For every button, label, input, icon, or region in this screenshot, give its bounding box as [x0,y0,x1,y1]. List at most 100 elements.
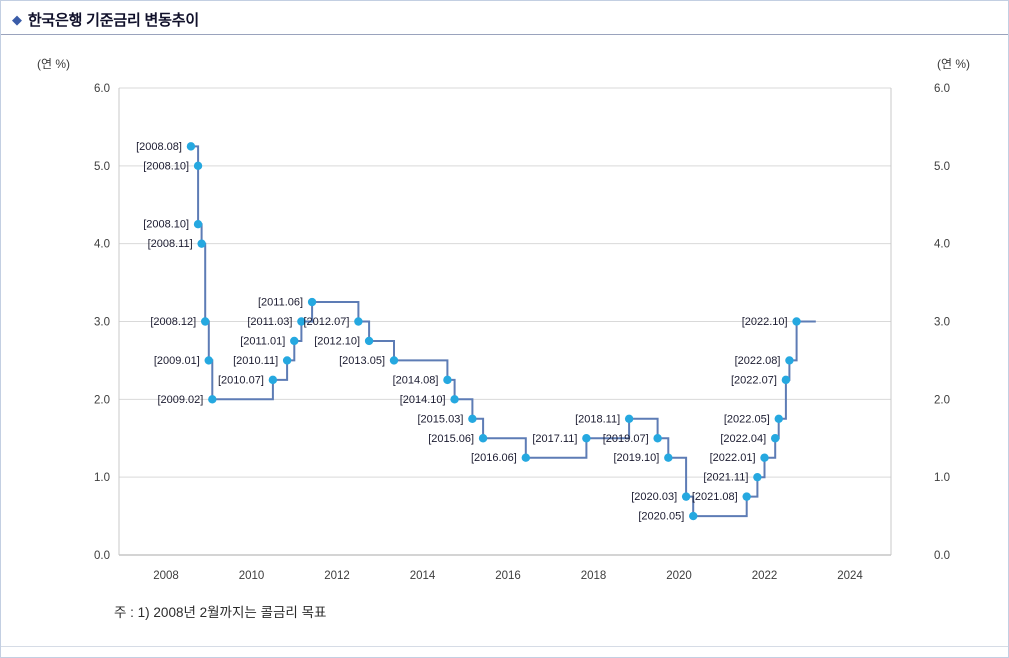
data-point-label: [2009.01] [154,355,200,367]
data-point-dot [208,395,217,404]
data-point-dot [450,395,459,404]
data-point-dot [785,356,794,365]
y-tick-label-right: 3.0 [934,317,950,329]
data-point-label: [2021.11] [703,472,748,484]
data-point-label: [2014.08] [393,374,439,386]
data-point-label: [2022.05] [724,413,770,425]
data-point-dot [774,414,783,423]
data-point-label: [2018.11] [575,413,620,425]
y-tick-label-right: 6.0 [934,83,950,95]
data-point-dot [521,453,531,462]
y-tick-label-left: 1.0 [94,472,110,484]
x-tick-label: 2012 [324,570,350,582]
bottom-divider [1,646,1008,647]
data-point-label: [2013.05] [339,355,385,367]
y-tick-label-left: 0.0 [94,550,110,562]
data-point-dot [268,375,278,385]
y-tick-label-left: 6.0 [94,83,110,95]
y-tick-label-right: 4.0 [934,239,950,251]
data-point-label: [2011.06] [258,297,303,309]
data-point-dot [443,375,452,385]
data-point-label: [2019.10] [613,452,659,464]
data-point-label: [2008.10] [143,219,189,231]
data-point-dot [742,492,751,501]
x-tick-label: 2016 [495,570,521,582]
data-point-dot [282,356,292,365]
y-tick-label-left: 2.0 [94,394,110,406]
data-point-dot [653,434,662,443]
x-tick-label: 2020 [666,570,692,582]
data-point-dot [468,414,477,423]
y-axis-unit-right: (연 %) [937,57,971,71]
data-point-label: [2022.08] [735,355,781,367]
data-point-label: [2020.05] [638,511,684,523]
data-point-dot [364,336,374,346]
data-point-dot [307,297,317,307]
data-point-label: [2008.11] [148,238,193,250]
data-point-dot [770,434,780,443]
data-point-dot [781,375,791,385]
data-point-label: [2008.12] [150,316,196,328]
data-point-dot [681,492,691,501]
data-point-label: [2022.01] [710,452,756,464]
data-point-label: [2008.10] [143,160,189,172]
x-tick-label: 2018 [581,570,607,582]
data-point-label: [2022.04] [720,433,766,445]
data-point-dot [193,161,203,171]
x-tick-label: 2014 [410,570,436,582]
y-tick-label-right: 1.0 [934,472,950,484]
data-point-dot [689,511,698,521]
data-point-dot [297,317,306,326]
y-axis-unit-left: (연 %) [37,57,71,71]
data-point-dot [354,317,363,326]
data-point-dot [478,434,488,443]
y-tick-label-right: 5.0 [934,161,950,173]
data-point-dot [753,472,762,482]
data-point-dot [290,336,299,346]
y-tick-label-right: 0.0 [934,550,950,562]
y-tick-label-left: 3.0 [94,317,110,329]
data-point-label: [2012.07] [304,316,350,328]
data-point-label: [2019.07] [603,433,649,445]
data-point-dot [200,317,210,326]
data-point-dot [186,142,196,151]
chart-title-row: ◆ 한국은행 기준금리 변동추이 [12,9,199,30]
data-point-label: [2017.11] [532,433,577,445]
data-point-dot [204,356,213,365]
data-point-label: [2011.01] [240,335,285,347]
data-point-dot [582,434,591,443]
diamond-icon: ◆ [12,11,22,27]
x-tick-label: 2024 [837,570,863,582]
data-point-label: [2016.06] [471,452,517,464]
data-point-label: [2015.06] [428,433,474,445]
data-point-dot [792,317,801,326]
data-point-label: [2012.10] [314,335,360,347]
x-tick-label: 2008 [153,570,179,582]
data-point-label: [2008.08] [136,141,182,153]
data-point-dot [624,414,634,423]
footnote: 주 : 1) 2008년 2월까지는 콜금리 목표 [114,605,327,620]
x-tick-label: 2010 [239,570,265,582]
data-point-label: [2009.02] [157,394,203,406]
data-point-label: [2022.10] [742,316,788,328]
data-point-dot [389,356,399,365]
data-point-dot [197,239,206,248]
data-point-label: [2022.07] [731,374,777,386]
y-tick-label-left: 5.0 [94,161,110,173]
y-tick-label-right: 2.0 [934,394,950,406]
data-point-label: [2015.03] [418,413,464,425]
data-point-label: [2021.08] [692,491,738,503]
data-point-dot [760,453,769,462]
data-point-dot [193,220,203,229]
data-point-dot [664,453,673,462]
x-tick-label: 2022 [752,570,778,582]
data-point-label: [2010.11] [233,355,278,367]
data-point-label: [2020.03] [631,491,677,503]
data-point-label: [2010.07] [218,374,264,386]
page-title: 한국은행 기준금리 변동추이 [27,12,199,29]
data-point-label: [2011.03] [247,316,292,328]
y-tick-label-left: 4.0 [94,239,110,251]
data-point-label: [2014.10] [400,394,446,406]
